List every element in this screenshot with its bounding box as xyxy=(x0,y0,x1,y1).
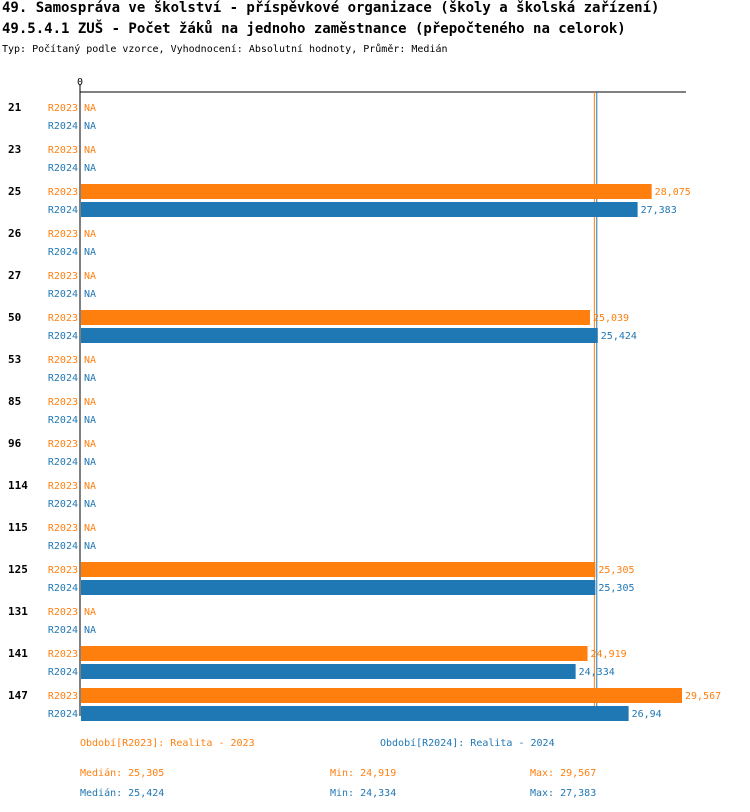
bar xyxy=(81,580,596,595)
na-label: NA xyxy=(84,541,96,552)
na-label: NA xyxy=(84,271,96,282)
series-label: R2023 xyxy=(48,523,78,534)
category-label: 85 xyxy=(8,395,21,408)
na-label: NA xyxy=(84,439,96,450)
bar xyxy=(81,646,588,661)
value-label: 25,039 xyxy=(593,313,629,324)
series-label: R2023 xyxy=(48,271,78,282)
na-label: NA xyxy=(84,103,96,114)
bar xyxy=(81,562,596,577)
na-label: NA xyxy=(84,457,96,468)
series-label: R2024 xyxy=(48,373,78,384)
bar xyxy=(81,328,598,343)
chart-subtitle-indicator: 49.5.4.1 ZUŠ - Počet žáků na jednoho zam… xyxy=(2,21,626,37)
category-label: 21 xyxy=(8,101,22,114)
x-tick-label: 0 xyxy=(77,77,83,88)
value-label: 25,305 xyxy=(598,583,634,594)
series-label: R2023 xyxy=(48,355,78,366)
series-label: R2023 xyxy=(48,229,78,240)
na-label: NA xyxy=(84,415,96,426)
min-r2024: Min: 24,334 xyxy=(330,788,397,799)
category-label: 26 xyxy=(8,227,22,240)
max-r2024: Max: 27,383 xyxy=(530,788,597,799)
na-label: NA xyxy=(84,607,96,618)
series-label: R2024 xyxy=(48,667,78,678)
value-label: 28,075 xyxy=(655,187,691,198)
value-label: 26,94 xyxy=(632,709,662,720)
series-label: R2024 xyxy=(48,331,78,342)
bar xyxy=(81,184,652,199)
na-label: NA xyxy=(84,247,96,258)
series-label: R2024 xyxy=(48,625,78,636)
series-label: R2024 xyxy=(48,205,78,216)
category-label: 96 xyxy=(8,437,22,450)
series-label: R2023 xyxy=(48,439,78,450)
chart-type-description: Typ: Počítaný podle vzorce, Vyhodnocení:… xyxy=(2,44,448,55)
category-label: 115 xyxy=(8,521,28,534)
bar xyxy=(81,688,682,703)
series-label: R2023 xyxy=(48,607,78,618)
category-label: 27 xyxy=(8,269,21,282)
bar xyxy=(81,706,629,721)
series-label: R2023 xyxy=(48,397,78,408)
category-label: 50 xyxy=(8,311,21,324)
legend-r2024: Období[R2024]: Realita - 2024 xyxy=(380,738,555,749)
na-label: NA xyxy=(84,145,96,156)
bar xyxy=(81,664,576,679)
series-label: R2023 xyxy=(48,649,78,660)
na-label: NA xyxy=(84,397,96,408)
na-label: NA xyxy=(84,625,96,636)
max-r2023: Max: 29,567 xyxy=(530,768,597,779)
series-label: R2024 xyxy=(48,289,78,300)
category-label: 147 xyxy=(8,689,28,702)
category-label: 114 xyxy=(8,479,28,492)
legend-r2023: Období[R2023]: Realita - 2023 xyxy=(80,738,255,749)
na-label: NA xyxy=(84,373,96,384)
category-label: 53 xyxy=(8,353,21,366)
series-label: R2024 xyxy=(48,499,78,510)
na-label: NA xyxy=(84,163,96,174)
series-label: R2024 xyxy=(48,415,78,426)
na-label: NA xyxy=(84,229,96,240)
series-label: R2023 xyxy=(48,313,78,324)
value-label: 27,383 xyxy=(641,205,677,216)
na-label: NA xyxy=(84,355,96,366)
series-label: R2023 xyxy=(48,103,78,114)
bar xyxy=(81,310,590,325)
value-label: 24,334 xyxy=(579,667,615,678)
na-label: NA xyxy=(84,523,96,534)
series-label: R2023 xyxy=(48,691,78,702)
series-label: R2024 xyxy=(48,583,78,594)
value-label: 25,305 xyxy=(598,565,634,576)
series-label: R2024 xyxy=(48,163,78,174)
median-r2024: Medián: 25,424 xyxy=(80,788,165,799)
value-label: 29,567 xyxy=(685,691,721,702)
na-label: NA xyxy=(84,481,96,492)
value-label: 25,424 xyxy=(601,331,637,342)
category-label: 125 xyxy=(8,563,28,576)
category-label: 25 xyxy=(8,185,21,198)
category-label: 131 xyxy=(8,605,28,618)
series-label: R2024 xyxy=(48,121,78,132)
bar-chart: 0 21 R2023 NA R2024 NA 23 R2023 NA R2024 NA 25 R2023… xyxy=(8,77,721,721)
bar xyxy=(81,202,638,217)
category-label: 141 xyxy=(8,647,28,660)
category-label: 23 xyxy=(8,143,21,156)
na-label: NA xyxy=(84,289,96,300)
series-label: R2024 xyxy=(48,247,78,258)
series-label: R2024 xyxy=(48,541,78,552)
na-label: NA xyxy=(84,121,96,132)
na-label: NA xyxy=(84,499,96,510)
min-r2023: Min: 24,919 xyxy=(330,768,397,779)
series-label: R2024 xyxy=(48,709,78,720)
chart-title: 49. Samospráva ve školství - příspěvkové… xyxy=(2,0,660,16)
series-label: R2023 xyxy=(48,565,78,576)
series-label: R2023 xyxy=(48,187,78,198)
value-label: 24,919 xyxy=(591,649,627,660)
series-label: R2023 xyxy=(48,145,78,156)
median-r2023: Medián: 25,305 xyxy=(80,768,165,779)
series-label: R2024 xyxy=(48,457,78,468)
series-label: R2023 xyxy=(48,481,78,492)
